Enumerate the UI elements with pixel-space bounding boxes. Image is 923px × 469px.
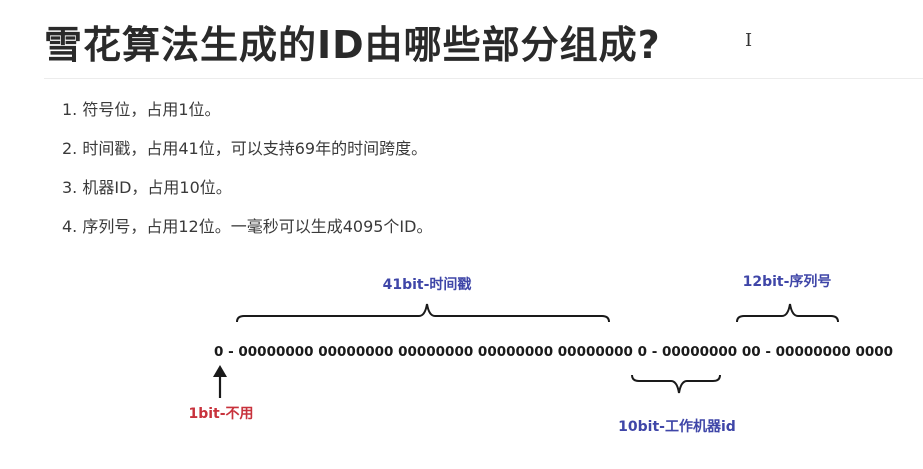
title-divider (44, 78, 923, 79)
sign-bit-label: 1bit-不用 (188, 406, 253, 422)
worker-id-label: 10bit-工作机器id (618, 418, 736, 435)
up-arrow-icon (213, 365, 227, 398)
bit-string: 0 - 00000000 00000000 00000000 00000000 … (214, 344, 893, 360)
page-title: 雪花算法生成的ID由哪些部分组成? (44, 23, 661, 67)
list-item-sign-bit: 1. 符号位，占用1位。 (62, 100, 221, 119)
list-item-timestamp: 2. 时间戳，占用41位，可以支持69年的时间跨度。 (62, 139, 428, 158)
worker-id-brace (631, 374, 721, 394)
sequence-brace (736, 303, 839, 323)
text-cursor-icon: I (745, 30, 753, 51)
list-item-machine-id: 3. 机器ID，占用10位。 (62, 178, 232, 197)
component-list: 1. 符号位，占用1位。 2. 时间戳，占用41位，可以支持69年的时间跨度。 … (62, 100, 432, 256)
timestamp-brace (236, 303, 610, 323)
sequence-label: 12bit-序列号 (743, 273, 832, 290)
list-item-sequence: 4. 序列号，占用12位。一毫秒可以生成4095个ID。 (62, 217, 433, 236)
timestamp-label: 41bit-时间戳 (383, 276, 472, 293)
